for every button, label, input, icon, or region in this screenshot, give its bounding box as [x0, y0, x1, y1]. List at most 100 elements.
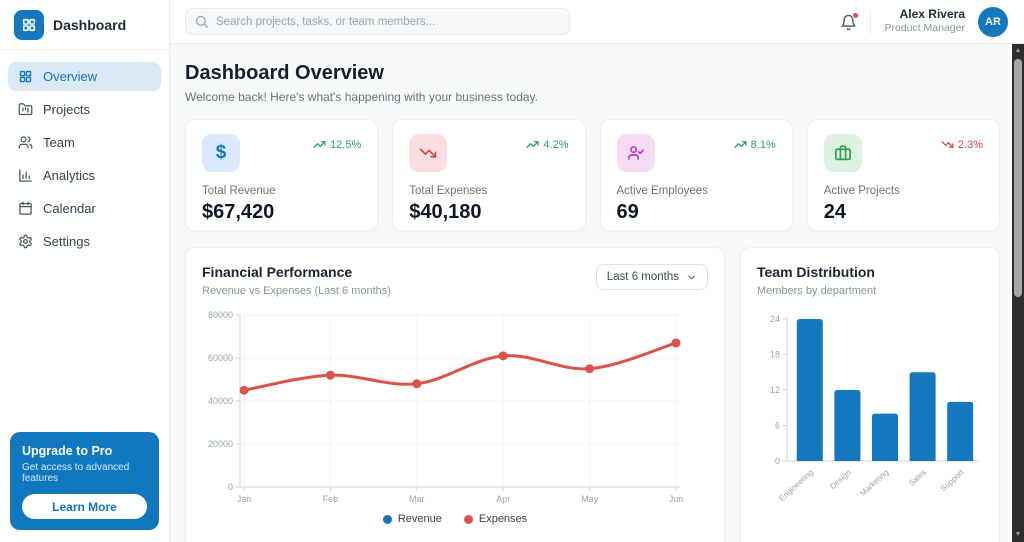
sidebar-item-label: Settings: [43, 234, 90, 249]
sidebar: Dashboard Overview Projects Team Analyti…: [0, 0, 170, 542]
stat-card-active-employees: 8.1% Active Employees 69: [599, 119, 793, 231]
app-logo: [14, 9, 44, 40]
chevron-down-icon: [688, 275, 695, 279]
employees-iconbox: [616, 134, 655, 172]
upgrade-title: Upgrade to Pro: [22, 444, 113, 458]
stat-label: Active Projects: [823, 185, 900, 197]
sidebar-item-overview[interactable]: Overview: [8, 62, 161, 91]
calendar-icon: [19, 201, 32, 215]
scroll-down-arrow[interactable]: ▼: [1014, 531, 1022, 538]
svg-text:12: 12: [770, 385, 780, 395]
svg-text:Jan: Jan: [237, 494, 252, 504]
sidebar-item-projects[interactable]: Projects: [8, 95, 161, 124]
stat-label: Total Expenses: [409, 185, 488, 197]
sidebar-nav: Overview Projects Team Analytics Calenda…: [0, 50, 169, 256]
scrollbar-thumb[interactable]: [1014, 59, 1022, 297]
svg-text:Jun: Jun: [669, 494, 684, 504]
user-role: Product Manager: [884, 22, 965, 35]
stat-value: $67,420: [202, 201, 275, 223]
user-name: Alex Rivera: [899, 7, 965, 22]
scroll-up-arrow[interactable]: ▲: [1014, 47, 1022, 54]
top-bar: Alex Rivera Product Manager AR: [170, 0, 1024, 44]
search-input[interactable]: [185, 8, 570, 35]
gear-icon: [19, 234, 32, 249]
learn-more-button[interactable]: Learn More: [22, 494, 147, 519]
trending-up-icon: [526, 141, 539, 148]
team-chart-subtitle: Members by department: [757, 285, 877, 297]
stat-card-active-projects: 2.3% Active Projects 24: [806, 119, 1000, 231]
financial-performance-card: Financial Performance Revenue vs Expense…: [185, 247, 725, 542]
time-range-dropdown[interactable]: Last 6 months: [595, 264, 708, 290]
user-meta: Alex Rivera Product Manager: [884, 7, 965, 35]
sidebar-item-analytics[interactable]: Analytics: [8, 161, 161, 190]
legend-dot: [382, 514, 392, 524]
stats-grid: $ 12.5% Total Revenue $67,420 4.2%: [185, 119, 1000, 231]
team-chart-title: Team Distribution: [757, 264, 875, 280]
stat-value: 24: [823, 201, 846, 223]
sidebar-item-label: Projects: [43, 102, 90, 117]
vertical-scrollbar[interactable]: ▲ ▼: [1012, 44, 1024, 542]
legend-item-expenses[interactable]: Expenses: [463, 513, 528, 525]
financial-chart-title: Financial Performance: [202, 264, 353, 280]
header-right: Alex Rivera Product Manager AR: [840, 6, 1008, 37]
financial-line-chart: 0 20000 40000 60000 80000 Jan Feb Mar Apr May Jun: [208, 310, 684, 504]
trend-badge: 4.2%: [526, 138, 569, 151]
app-logo-row: Dashboard: [0, 0, 169, 50]
projects-iconbox: [823, 134, 862, 172]
team-distribution-card: Team Distribution Members by department …: [740, 247, 1000, 542]
bar-chart-icon: [19, 169, 32, 182]
trend-badge: 8.1%: [734, 138, 776, 151]
grid-icon: [19, 70, 32, 83]
main-content: Dashboard Overview Welcome back! Here's …: [170, 44, 1012, 542]
trending-down-icon: [419, 148, 437, 158]
legend-label: Revenue: [397, 513, 442, 525]
svg-text:6: 6: [775, 421, 780, 431]
svg-text:Support: Support: [939, 467, 966, 493]
bell-icon: [841, 14, 857, 31]
trend-value: 12.5%: [330, 138, 362, 151]
page-title: Dashboard Overview: [185, 62, 384, 84]
trending-up-icon: [313, 141, 326, 148]
sidebar-item-label: Analytics: [43, 168, 96, 183]
sidebar-item-label: Calendar: [43, 201, 96, 216]
sidebar-item-label: Overview: [43, 69, 98, 84]
svg-text:0: 0: [228, 482, 233, 492]
upgrade-subtitle: Get access to advanced features: [22, 462, 130, 484]
svg-text:0: 0: [775, 456, 780, 466]
stat-card-total-expenses: 4.2% Total Expenses $40,180: [392, 119, 586, 231]
expenses-iconbox: [409, 134, 448, 172]
financial-chart-subtitle: Revenue vs Expenses (Last 6 months): [202, 285, 391, 297]
search-bar: [185, 8, 570, 35]
svg-text:60000: 60000: [208, 353, 233, 363]
upgrade-card: Upgrade to Pro Get access to advanced fe…: [10, 432, 159, 530]
trend-value: 2.3%: [957, 138, 983, 151]
trend-value: 8.1%: [750, 138, 776, 151]
notifications-button[interactable]: [840, 12, 860, 31]
revenue-iconbox: $: [202, 134, 240, 172]
trend-badge: 2.3%: [941, 138, 983, 151]
kanban-folder-icon: [18, 103, 33, 116]
dollar-icon: $: [215, 142, 227, 163]
time-range-value: Last 6 months: [606, 271, 679, 283]
svg-text:Apr: Apr: [496, 494, 510, 504]
dashboard-grid-icon: [22, 18, 36, 31]
trending-up-icon: [734, 141, 747, 148]
svg-text:Sales: Sales: [907, 468, 928, 488]
notification-dot: [852, 12, 860, 19]
trend-badge: 12.5%: [313, 138, 361, 151]
avatar[interactable]: AR: [978, 6, 1008, 37]
legend-label: Expenses: [478, 513, 528, 525]
briefcase-icon: [834, 145, 851, 161]
page-subtitle: Welcome back! Here's what's happening wi…: [185, 90, 538, 104]
sidebar-item-settings[interactable]: Settings: [8, 227, 161, 256]
stat-value: $40,180: [409, 201, 482, 223]
svg-text:24: 24: [770, 314, 780, 324]
legend-item-revenue[interactable]: Revenue: [382, 513, 442, 525]
sidebar-item-team[interactable]: Team: [8, 128, 161, 157]
stat-value: 69: [616, 201, 639, 223]
app-title: Dashboard: [53, 16, 127, 33]
sidebar-item-calendar[interactable]: Calendar: [8, 194, 161, 223]
svg-text:May: May: [581, 494, 599, 504]
charts-row: Financial Performance Revenue vs Expense…: [185, 247, 1000, 542]
trend-value: 4.2%: [543, 138, 569, 151]
